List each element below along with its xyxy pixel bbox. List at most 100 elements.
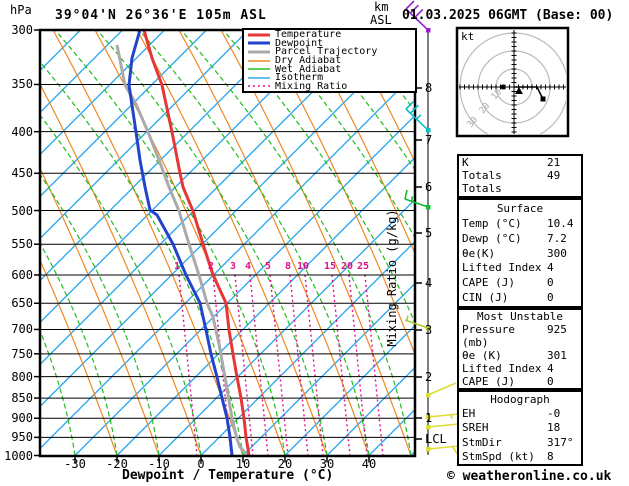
legend-swatch-isotherm-line — [248, 77, 270, 79]
stat-value: 301 — [547, 349, 567, 362]
wind-barb-icon — [426, 382, 457, 398]
legend-swatch-dewpoint-line — [248, 41, 270, 45]
mixing-ratio-line — [269, 274, 289, 456]
temp-tick-label: 10 — [235, 457, 251, 471]
km-tick-label: 2 — [425, 370, 433, 384]
legend-label: Temperature — [275, 29, 342, 41]
km-tick-label: 5 — [425, 226, 433, 240]
legend-swatch-parcel-trajectory-line — [248, 50, 270, 54]
surface-panel-title: Surface — [496, 201, 544, 215]
dry-adiabat-line — [41, 84, 202, 456]
mixing-ratio-axis-label: Mixing Ratio (g/kg) — [385, 209, 399, 347]
isotherm-line — [41, 31, 333, 323]
legend-box: Temperature Dewpoint Parcel Trajectory Dry … — [242, 28, 417, 93]
hodograph-triangle-marker — [515, 87, 523, 94]
stat-value: 8 — [547, 449, 554, 463]
legend-swatch-temperature-line — [248, 33, 270, 37]
hodograph-stats-row: EH -0 — [459, 407, 581, 420]
legend-label: Dry Adiabat — [275, 55, 342, 66]
mixing-ratio-line — [178, 274, 198, 456]
wet-adiabat-line — [41, 174, 160, 456]
surface-row: Lifted Index 4 — [459, 261, 581, 274]
plot-border — [38, 28, 417, 458]
stat-label: Lifted Index — [462, 261, 542, 275]
stat-label: CIN (J) — [462, 291, 509, 305]
legend-item: Dewpoint — [244, 37, 415, 49]
stat-value: -0 — [547, 407, 561, 421]
temp-tick-label: 20 — [277, 457, 293, 471]
isotherm-line — [41, 31, 291, 281]
pressure-tick-label: 1000 — [4, 448, 33, 463]
legend-swatch-mixing-ratio-line — [248, 85, 270, 88]
parcel-trajectory-curve — [115, 44, 249, 456]
surface-row: CIN (J) 0 — [459, 291, 581, 304]
mixing-ratio-value-label: 8 — [284, 261, 292, 272]
x-axis-title: Dewpoint / Temperature (°C) — [122, 468, 334, 483]
surface-row: θe(K) 300 — [459, 247, 581, 260]
hodograph-square-marker — [540, 96, 546, 102]
most-unstable-row: Lifted Index 4 — [459, 362, 581, 375]
legend-swatch-wet-adiabat-line — [248, 68, 270, 70]
wet-adiabat-line — [41, 115, 202, 456]
wind-barb-icon — [405, 100, 431, 133]
stat-label: K — [462, 156, 469, 169]
legend-item: Parcel Trajectory — [244, 46, 415, 57]
temp-tick-label: 0 — [197, 457, 205, 471]
mixing-ratio-line — [364, 274, 384, 456]
stat-value: 0 — [547, 375, 554, 388]
mixing-ratio-value-label: 15 — [323, 261, 337, 272]
stat-value: 4 — [547, 362, 554, 375]
pressure-tick-label: 350 — [11, 77, 33, 92]
dry-adiabat-line — [136, 31, 328, 456]
temp-tick-label: -20 — [106, 457, 128, 471]
hodograph-stats-row: StmSpd (kt) 8 — [459, 450, 581, 463]
isotherm-line — [116, 157, 414, 456]
pressure-tick-label: 750 — [11, 346, 33, 361]
legend-item: Mixing Ratio — [244, 80, 415, 92]
legend-label: Wet Adiabat — [275, 63, 342, 75]
mixing-ratio-line — [331, 274, 351, 456]
legend-item: Dry Adiabat — [244, 55, 415, 66]
stat-label: EH — [462, 407, 476, 421]
isotherm-line — [158, 199, 414, 456]
wind-barb-icon — [404, 189, 431, 210]
stat-value: 21 — [547, 156, 561, 169]
isotherm-line — [41, 31, 375, 365]
legend-label: Dewpoint — [275, 37, 324, 49]
stat-label: θe (K) — [462, 349, 502, 362]
surface-row: Dewp (°C) 7.2 — [459, 232, 581, 245]
temp-tick-label: -30 — [64, 457, 86, 471]
hodograph-stats-panel-title: Hodograph — [490, 393, 550, 407]
wet-adiabat-line — [41, 62, 244, 456]
stat-value: 49 — [547, 169, 561, 182]
surface-panel: Surface Temp (°C) 10.4 Dewp (°C) 7.2 θe(K) 300… — [457, 198, 583, 308]
hodograph-stats-row: SREH 18 — [459, 421, 581, 434]
mixing-ratio-value-label: 2 — [207, 261, 215, 272]
isotherm-line — [41, 31, 123, 113]
hodograph-trace — [514, 86, 544, 100]
hodograph-stats-panel: Hodograph EH -0 SREH 18 StmDir 317° StmSpd (kt)… — [457, 390, 583, 466]
mixing-ratio-value-label: 3 — [229, 261, 237, 272]
altitude-unit-km: km — [374, 0, 389, 14]
km-tick-label: 3 — [425, 323, 433, 337]
pressure-tick-label: 550 — [11, 237, 33, 252]
stat-value: 7.2 — [547, 231, 567, 245]
isotherm-line — [41, 73, 414, 449]
mixing-ratio-value-label: 20 — [340, 261, 354, 272]
pressure-tick-label: 500 — [11, 203, 33, 218]
stat-label: Totals Totals — [462, 169, 502, 195]
isotherm-line — [41, 31, 249, 239]
hodograph-unit-label: kt — [461, 30, 475, 43]
stats-row: K 21 — [459, 156, 581, 169]
mixing-ratio-line — [234, 274, 254, 456]
stat-value: 18 — [547, 421, 561, 435]
most-unstable-row: Pressure (mb) 925 — [459, 323, 581, 349]
isotherm-line — [242, 283, 414, 456]
temperature-curve — [142, 31, 251, 456]
altitude-unit-asl: ASL — [370, 13, 392, 27]
legend-label: Mixing Ratio — [275, 80, 348, 92]
stat-label: Dewp (°C) — [462, 231, 522, 245]
